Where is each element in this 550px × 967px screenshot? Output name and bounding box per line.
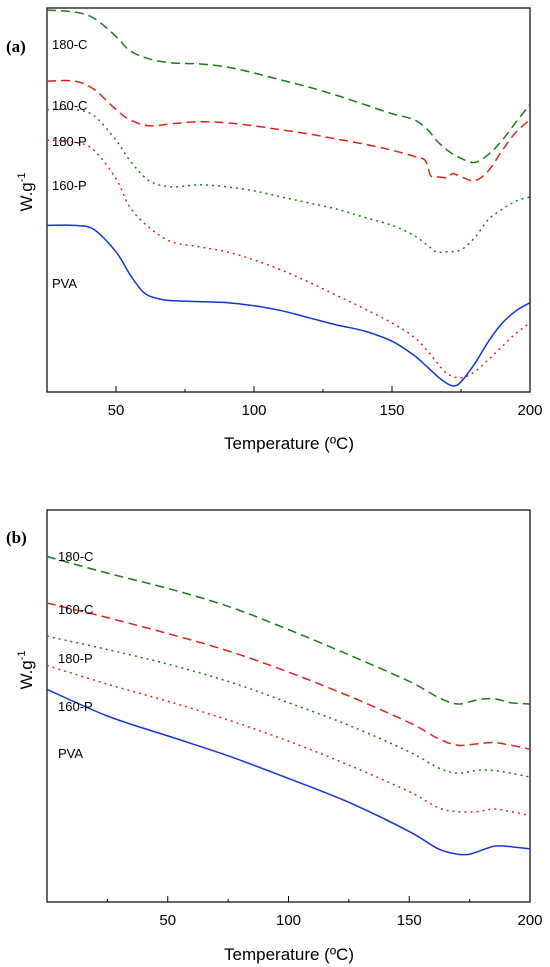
series-label-160-c: 160-C [58, 602, 93, 617]
panel-a-y-axis-title: W.g-1 [16, 172, 36, 211]
panel-a-plot-area [46, 7, 531, 393]
plot-frame [46, 509, 531, 903]
x-tick-label: 200 [517, 912, 542, 929]
series-line-160-c [47, 79, 530, 182]
panel-a-x-ticks: 50 100 150 200 [46, 386, 543, 419]
panel-a-x-axis-title: Temperature (ºC) [224, 434, 354, 453]
series-line-180-p [47, 635, 530, 778]
panel-b-plot-area [46, 509, 531, 903]
x-tick-label: 150 [397, 912, 422, 929]
series-line-180-p [47, 108, 530, 254]
series-label-180-p: 180-P [58, 651, 93, 666]
series-line-pva [47, 688, 530, 856]
panel-b-y-axis-title-base: W.g [17, 660, 36, 689]
panel-a-y-axis-title-superscript: -1 [16, 172, 28, 182]
panel-b-y-axis-title: W.g-1 [16, 650, 36, 689]
plot-frame [46, 7, 531, 393]
series-line-160-p [47, 664, 530, 817]
panel-a-series-labels: 180-C 160-C 180-P 160-P PVA [52, 37, 87, 291]
series-label-180-c: 180-C [52, 37, 87, 52]
series-label-180-c: 180-C [58, 549, 93, 564]
series-line-pva [47, 224, 530, 387]
panel-b-x-ticks: 50 100 150 200 [46, 896, 543, 929]
series-label-160-p: 160-P [52, 178, 87, 193]
x-tick-label: 150 [379, 402, 404, 419]
panel-a-y-axis-title-base: W.g [17, 182, 36, 211]
series-line-180-c [47, 555, 530, 705]
panel-a-label: (a) [6, 37, 26, 56]
x-tick-label: 100 [241, 402, 266, 419]
panel-b-label: (b) [6, 528, 27, 547]
series-label-pva: PVA [58, 746, 83, 761]
x-tick-label: 50 [159, 912, 176, 929]
series-label-160-c: 160-C [52, 98, 87, 113]
panel-a-chart: (a) 50 100 150 200 180-C160-C180-P160-PPVA … [6, 7, 543, 453]
panel-b-x-axis-title: Temperature (ºC) [224, 945, 354, 964]
series-label-160-p: 160-P [58, 699, 93, 714]
series-line-160-c [47, 602, 530, 750]
x-tick-label: 200 [517, 402, 542, 419]
panel-b-chart: (b) 50 100 150 200 180-C160-C180-P160-PPVA … [6, 509, 543, 964]
series-label-pva: PVA [52, 276, 77, 291]
series-label-180-p: 180-P [52, 134, 87, 149]
panel-b-series-labels: 180-C 160-C 180-P 160-P PVA [58, 549, 93, 761]
x-tick-label: 50 [108, 402, 125, 419]
series-line-180-c [47, 9, 530, 164]
panel-b-y-axis-title-superscript: -1 [16, 650, 28, 660]
x-tick-label: 100 [276, 912, 301, 929]
